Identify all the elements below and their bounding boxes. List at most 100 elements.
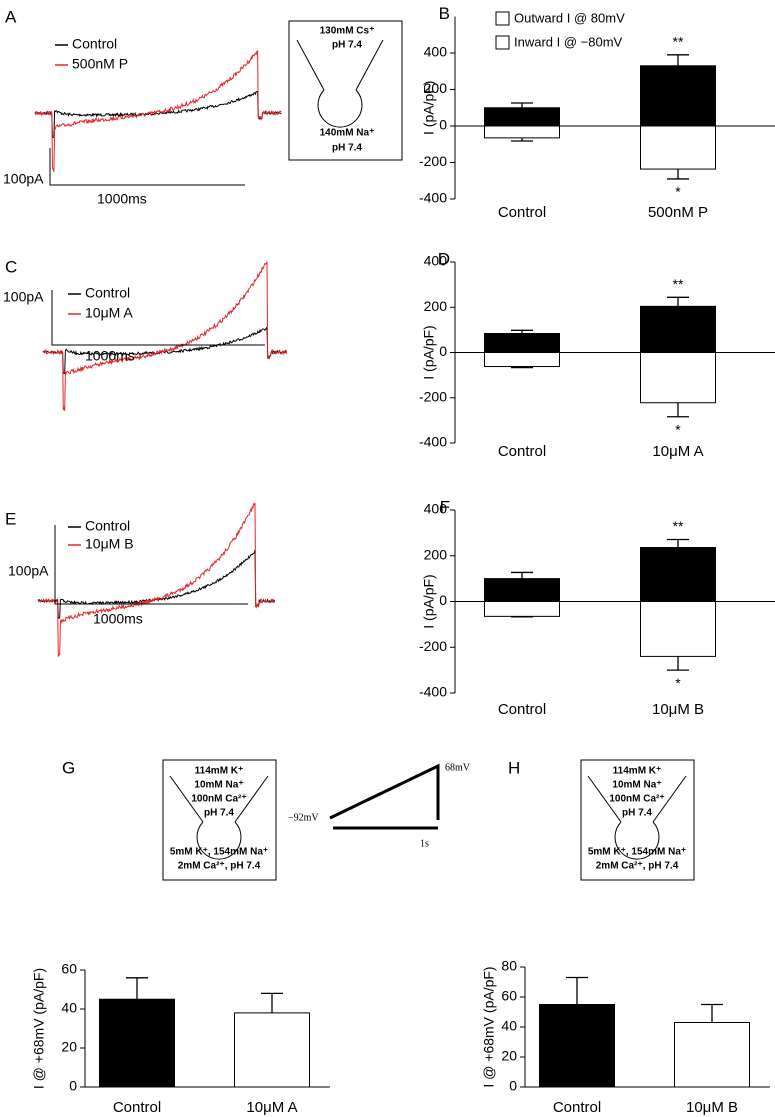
x-tick-label: Control <box>553 1099 601 1116</box>
bath-solution: 140mM Na⁺ <box>320 128 375 139</box>
protocol-start: −92mV <box>288 812 319 823</box>
x-tick-label: 10μM B <box>652 701 704 718</box>
scale-label: 100pA <box>3 289 44 305</box>
y-tick-label: 400 <box>424 501 448 517</box>
error-bar <box>261 992 283 1013</box>
error-bar <box>667 402 689 418</box>
scale-bar <box>51 290 265 346</box>
legend-label: 10μM B <box>85 536 134 552</box>
y-tick-label: 200 <box>424 298 448 314</box>
protocol-time: 1s <box>420 838 429 849</box>
y-tick-label: -200 <box>419 153 447 169</box>
pipette-solution: 100nM Ca²⁺ <box>609 794 664 805</box>
significance-mark: ** <box>673 34 684 50</box>
y-tick-label: -400 <box>419 434 447 450</box>
scale-label: 1000ms <box>85 348 135 364</box>
x-tick-label: 500nM P <box>648 204 708 221</box>
pipette <box>296 39 384 91</box>
legend-label: Control <box>72 36 117 52</box>
x-tick-label: Control <box>498 204 546 221</box>
legend-swatch <box>495 35 510 50</box>
current-trace <box>37 549 276 619</box>
panel-label: E <box>5 509 16 528</box>
error-bar <box>667 169 689 180</box>
y-tick-label: 200 <box>424 80 448 96</box>
bath-solution: 2mM Ca²⁺, pH 7.4 <box>178 861 261 872</box>
current-trace <box>42 261 288 411</box>
error-bar <box>511 102 533 108</box>
error-bar <box>511 571 533 579</box>
pipette-solution: 100nM Ca²⁺ <box>191 794 246 805</box>
panel-label: F <box>440 497 450 516</box>
legend-label: Inward I @ −80mV <box>514 34 623 49</box>
bar <box>484 601 560 617</box>
y-tick-label: -200 <box>419 388 447 404</box>
ramp <box>329 763 440 820</box>
pipette-solution: pH 7.4 <box>622 808 652 819</box>
pipette <box>169 775 269 823</box>
y-tick-label: 0 <box>439 592 447 608</box>
bar <box>640 125 716 170</box>
bar <box>99 998 175 1088</box>
error-bar <box>667 656 689 671</box>
bar <box>674 1022 750 1088</box>
y-tick-label: 200 <box>424 546 448 562</box>
error-bar <box>667 54 689 66</box>
scale-label: 1000ms <box>93 611 143 627</box>
cell <box>317 89 363 128</box>
y-tick-label: 0 <box>439 343 447 359</box>
bath-solution: pH 7.4 <box>332 143 362 154</box>
bath-solution: 5mM K⁺, 154mM Na⁺ <box>170 847 268 858</box>
bar <box>484 125 560 139</box>
scale-label: 100pA <box>3 171 44 187</box>
error-bar <box>701 1003 723 1023</box>
current-trace <box>37 502 276 657</box>
cell <box>614 821 660 860</box>
x-tick-label: Control <box>498 701 546 718</box>
panel-label: D <box>438 249 450 268</box>
y-axis-label: I (pA/pF) <box>421 574 437 628</box>
current-trace <box>34 90 282 139</box>
y-axis-label: I (pA/pF) <box>421 325 437 379</box>
pipette-solution: 10mM Na⁺ <box>612 780 661 791</box>
pipette-solution: pH 7.4 <box>204 808 234 819</box>
current-trace <box>34 49 282 172</box>
error-bar <box>667 538 689 548</box>
x-tick-label: 10μM A <box>246 1099 297 1116</box>
bar <box>640 352 716 404</box>
y-tick-label: 0 <box>439 117 447 133</box>
error-bar <box>511 329 533 334</box>
pipette-solution: pH 7.4 <box>332 40 362 51</box>
bath-solution: 5mM K⁺, 154mM Na⁺ <box>588 847 686 858</box>
pipette-solution: 130mM Cs⁺ <box>320 26 375 37</box>
bar <box>484 107 560 127</box>
bar <box>640 65 716 127</box>
y-tick-label: 20 <box>61 1039 77 1055</box>
y-tick-label: 60 <box>501 988 517 1004</box>
y-axis-label: I @ +68mV (pA/pF) <box>481 966 497 1087</box>
significance-mark: ** <box>673 518 684 534</box>
scale-bar <box>54 525 248 605</box>
diagram-box <box>580 759 695 881</box>
y-tick-label: 400 <box>424 253 448 269</box>
scale-label: 100pA <box>8 563 49 579</box>
error-bar <box>566 976 588 1005</box>
voltage-protocol <box>329 763 440 830</box>
bar <box>484 332 560 353</box>
scale-label: 1000ms <box>97 191 147 207</box>
y-tick-label: 40 <box>501 1018 517 1034</box>
bath-solution: 2mM Ca²⁺, pH 7.4 <box>596 861 679 872</box>
y-tick-label: -200 <box>419 638 447 654</box>
legend-label: Control <box>85 518 130 534</box>
y-tick-label: 400 <box>424 44 448 60</box>
significance-mark: * <box>675 421 681 437</box>
bar <box>640 305 716 353</box>
diagram-box <box>288 20 403 161</box>
error-bar <box>126 977 148 1000</box>
x-tick-label: 10μM B <box>686 1099 738 1116</box>
significance-mark: * <box>675 184 681 200</box>
legend-label: Outward I @ 80mV <box>514 10 625 25</box>
protocol-end: 68mV <box>445 762 471 773</box>
y-tick-label: 80 <box>501 958 517 974</box>
